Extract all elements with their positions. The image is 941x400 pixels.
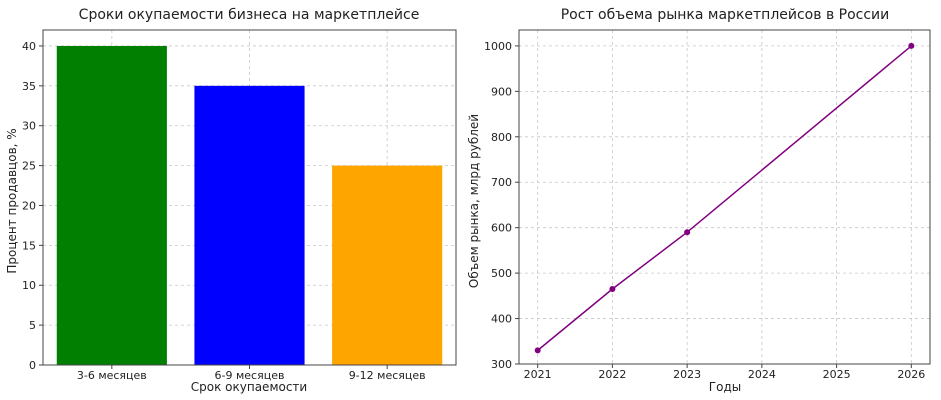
y-tick-label: 900 [491, 85, 512, 98]
chart-title: Рост объема рынка маркетплейсов в России [561, 7, 890, 23]
y-tick-label: 300 [491, 358, 512, 371]
y-tick-labels: 0 5 10 15 20 25 30 35 40 [22, 40, 36, 372]
bar-2 [194, 85, 305, 365]
x-tick-labels: 3-6 месяцев 6-9 месяцев 9-12 месяцев [77, 369, 426, 382]
market-growth-line-chart: Рост объема рынка маркетплейсов в России… [467, 7, 931, 394]
x-tick-label: 3-6 месяцев [77, 369, 147, 382]
y-tick-label: 1000 [484, 40, 512, 53]
payback-bar-chart: Сроки окупаемости бизнеса на маркетплейс… [5, 7, 457, 394]
y-tick-label: 800 [491, 131, 512, 144]
data-point [609, 286, 616, 293]
x-axis-label: Срок окупаемости [191, 380, 307, 394]
y-tick-label: 600 [491, 222, 512, 235]
y-tick-label: 15 [22, 239, 36, 252]
data-point [534, 347, 541, 354]
y-tick-label: 700 [491, 176, 512, 189]
x-tick-label: 6-9 месяцев [215, 369, 285, 382]
x-tick-label: 2021 [524, 368, 552, 381]
plot-frame [518, 29, 931, 365]
y-tick-label: 20 [22, 199, 36, 212]
x-tick-label: 9-12 месяцев [349, 369, 426, 382]
data-point [908, 42, 915, 49]
y-axis-label: Процент продавцов, % [5, 128, 19, 273]
x-tick-labels: 2021 2022 2023 2024 2025 2026 [524, 368, 926, 381]
y-tick-label: 400 [491, 313, 512, 326]
axes [39, 29, 457, 369]
x-tick-label: 2024 [748, 368, 776, 381]
y-tick-label: 10 [22, 279, 36, 292]
x-tick-label: 2026 [897, 368, 925, 381]
x-tick-label: 2023 [673, 368, 701, 381]
y-tick-label: 500 [491, 267, 512, 280]
series [534, 42, 915, 354]
bars [56, 45, 443, 365]
y-tick-label: 25 [22, 160, 36, 173]
chart-title: Сроки окупаемости бизнеса на маркетплейс… [79, 7, 420, 23]
series-line [537, 45, 912, 351]
data-point [684, 229, 691, 236]
x-tick-label: 2022 [598, 368, 626, 381]
x-axis-label: Годы [709, 380, 741, 394]
bar-1 [56, 45, 167, 365]
x-tick-label: 2025 [823, 368, 851, 381]
y-tick-label: 40 [22, 40, 36, 53]
y-tick-label: 5 [29, 319, 36, 332]
grid [519, 30, 930, 365]
y-tick-labels: 300 400 500 600 700 800 900 1000 [484, 40, 512, 371]
axes [515, 29, 931, 368]
plot-frame [42, 29, 457, 366]
y-tick-label: 0 [29, 359, 36, 372]
y-tick-label: 30 [22, 120, 36, 133]
y-axis-label: Объем рынка, млрд рублей [467, 114, 481, 288]
bar-3 [332, 165, 443, 365]
y-tick-label: 35 [22, 80, 36, 93]
